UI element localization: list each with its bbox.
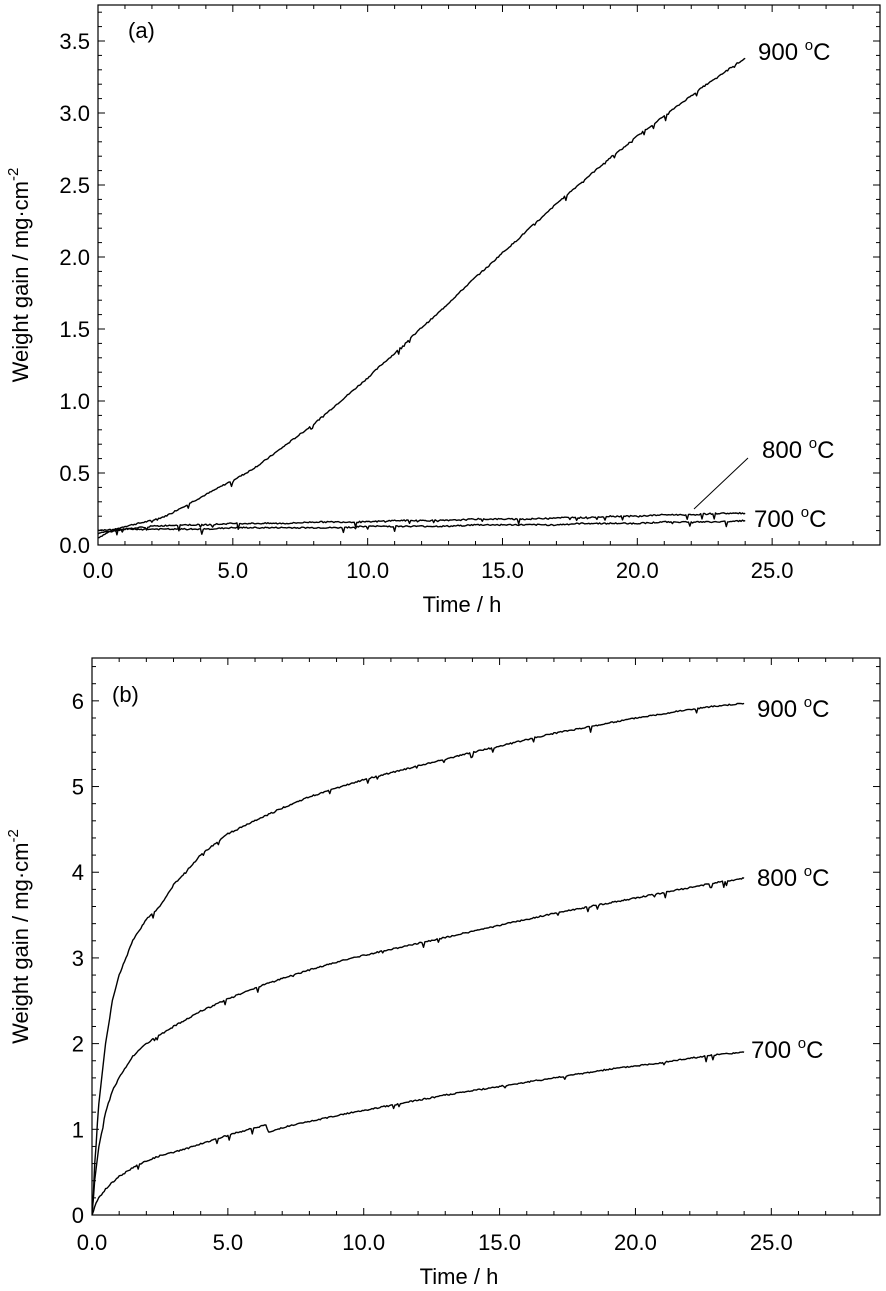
series-label: 900 oC	[758, 37, 830, 66]
series-line-700c	[98, 519, 746, 536]
series-line-800c	[98, 511, 746, 535]
x-tick-label: 20.0	[616, 558, 659, 583]
series-label: 900 oC	[757, 694, 829, 723]
series-line-700c	[92, 1051, 745, 1215]
y-tick-label: 2.0	[59, 245, 90, 270]
x-tick-label: 0.0	[83, 558, 114, 583]
x-axis-title: Time / h	[420, 1264, 499, 1289]
chart-panel-b: 0.0 5.0 10.0 15.0 20.0 25.0 0 1 2 3 4 5 6 Time / h Wei…	[5, 657, 881, 1289]
y-tick-label: 5	[72, 775, 84, 800]
series-line-800c	[92, 877, 745, 1215]
x-tick-label: 15.0	[478, 1230, 521, 1255]
y-tick-label: 0	[72, 1203, 84, 1228]
x-tick-label: 10.0	[342, 1230, 385, 1255]
series-line-900c	[92, 702, 745, 1215]
x-tick-label: 0.0	[77, 1230, 108, 1255]
label-leader-line	[693, 457, 749, 510]
x-tick-label: 25.0	[751, 558, 794, 583]
y-tick-label: 2	[72, 1032, 84, 1057]
y-tick-label: 0.0	[59, 533, 90, 558]
series-label: 800 oC	[762, 435, 834, 464]
plot-frame	[97, 4, 881, 546]
series-line-900c	[98, 57, 746, 539]
y-tick-label: 0.5	[59, 461, 90, 486]
series-label: 800 oC	[757, 863, 829, 892]
y-tick-label: 3	[72, 946, 84, 971]
x-tick-label: 15.0	[481, 558, 524, 583]
y-tick-label: 6	[72, 689, 84, 714]
panel-label: (a)	[128, 18, 155, 43]
y-tick-label: 3.5	[59, 29, 90, 54]
x-tick-label: 25.0	[750, 1230, 793, 1255]
y-tick-label: 1.0	[59, 389, 90, 414]
y-tick-label: 1	[72, 1117, 84, 1142]
y-axis-title: Weight gain / mg·cm-2	[5, 829, 33, 1044]
x-tick-label: 20.0	[614, 1230, 657, 1255]
x-tick-label: 5.0	[213, 1230, 244, 1255]
plot-frame	[91, 657, 881, 1216]
series-label: 700 oC	[754, 504, 826, 533]
x-tick-label: 10.0	[346, 558, 389, 583]
y-axis-title: Weight gain / mg·cm-2	[5, 168, 33, 383]
series-label: 700 oC	[751, 1035, 823, 1064]
x-axis-title: Time / h	[423, 592, 502, 617]
y-tick-label: 1.5	[59, 317, 90, 342]
chart-panel-a: 0.0 5.0 10.0 15.0 20.0 25.0 0.0 0.5 1.0 1.5 2.0 2.5…	[5, 4, 881, 617]
y-tick-label: 4	[72, 860, 84, 885]
y-tick-label: 2.5	[59, 173, 90, 198]
panel-label: (b)	[112, 682, 139, 707]
x-tick-label: 5.0	[218, 558, 249, 583]
y-tick-label: 3.0	[59, 101, 90, 126]
